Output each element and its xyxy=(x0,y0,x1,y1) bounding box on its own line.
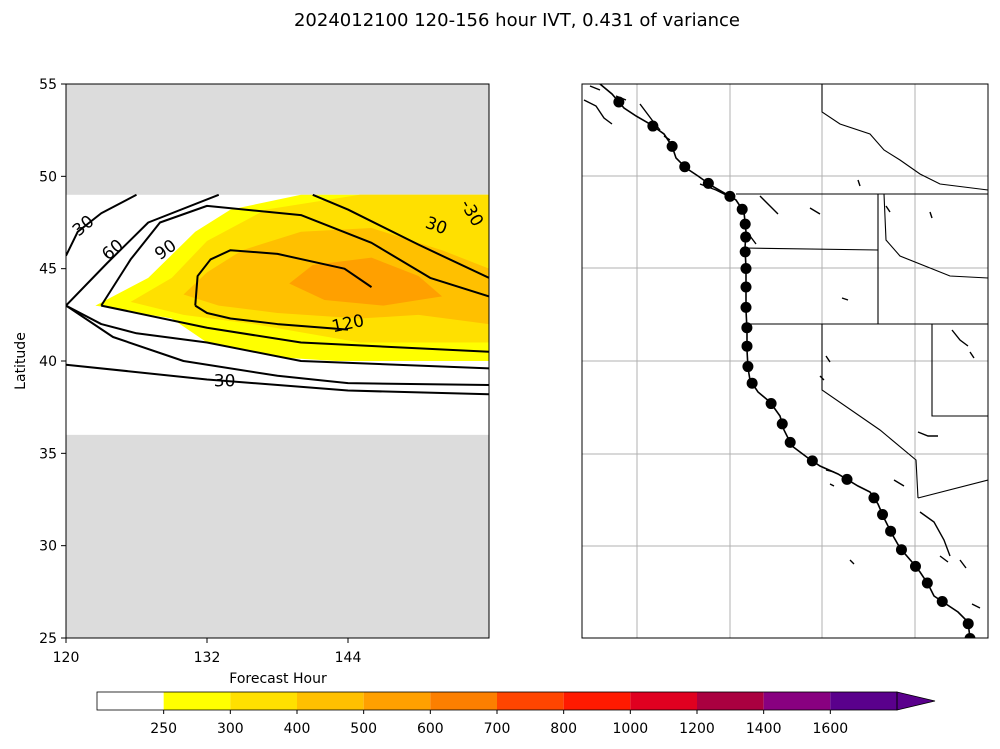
x-axis-label: Forecast Hour xyxy=(229,671,327,687)
station-marker xyxy=(666,140,678,152)
colorbar: 250 300 400 500 600 700 800 1000 1200 1400 1600 xyxy=(96,691,936,737)
colorbar-tick-label: 700 xyxy=(484,721,511,737)
station-marker xyxy=(679,161,691,173)
filled-contours xyxy=(95,194,489,361)
colorbar-tick-label: 600 xyxy=(417,721,444,737)
y-tick-label: 30 xyxy=(39,539,57,555)
contour-line-90-0 xyxy=(100,204,489,307)
colorbar-segment xyxy=(563,692,631,710)
missing-data-region-top xyxy=(66,84,489,195)
colorbar-segment xyxy=(163,692,231,710)
y-axis-label: Latitude xyxy=(13,332,29,390)
colorbar-segment xyxy=(763,692,831,710)
station-marker xyxy=(765,398,777,410)
y-tick-label: 45 xyxy=(39,262,57,278)
station-marker xyxy=(740,281,752,293)
station-marker xyxy=(724,190,736,202)
station-marker xyxy=(885,525,897,537)
contour-label: 30 xyxy=(214,371,236,391)
colorbar-segment xyxy=(830,692,897,710)
contour-line-60-0 xyxy=(66,193,220,307)
station-marker xyxy=(736,203,748,215)
colorbar-segment xyxy=(430,692,497,710)
colorbar-tick-label: 250 xyxy=(150,721,177,737)
station-marker xyxy=(739,218,751,230)
station-marker xyxy=(841,473,853,485)
x-tick-label: 132 xyxy=(194,650,221,666)
colorbar-ticks: 250 300 400 500 600 700 800 1000 1200 1400 1600 xyxy=(150,710,848,737)
colorbar-tick-label: 1600 xyxy=(813,721,849,737)
x-tick-label: 144 xyxy=(335,650,362,666)
contour-line-90-1 xyxy=(101,304,489,353)
colorbar-extend-arrow xyxy=(896,691,936,711)
colorbar-segment xyxy=(697,692,764,710)
contour-lines xyxy=(66,193,489,396)
colorbar-segments xyxy=(97,692,897,710)
y-axis-ticks: 25 30 35 40 45 50 55 xyxy=(39,77,66,647)
station-marker xyxy=(741,322,753,334)
station-marker xyxy=(740,301,752,313)
station-marker xyxy=(921,577,933,589)
station-marker xyxy=(742,361,754,373)
colorbar-tick-label: 300 xyxy=(217,721,244,737)
colorbar-segment xyxy=(630,692,697,710)
station-marker xyxy=(936,596,948,607)
station-marker xyxy=(964,633,976,638)
filled-level-500 xyxy=(289,257,442,306)
x-axis-ticks: 120 132 144 xyxy=(53,638,362,666)
colorbar-segment xyxy=(297,692,364,710)
missing-data-region-bottom xyxy=(66,434,489,638)
station-marker xyxy=(909,560,921,572)
y-tick-label: 25 xyxy=(39,631,57,647)
station-marker xyxy=(613,96,625,108)
colorbar-segment xyxy=(497,692,564,710)
colorbar-tick-label: 800 xyxy=(550,721,577,737)
y-tick-label: 50 xyxy=(39,169,57,185)
station-marker xyxy=(806,455,818,467)
contour-line-30-2 xyxy=(66,363,489,396)
station-marker xyxy=(962,618,974,630)
colorbar-segment xyxy=(363,692,431,710)
contour-line-120-0 xyxy=(194,249,373,306)
station-marker xyxy=(868,492,880,504)
station-marker xyxy=(740,263,752,274)
state-borders xyxy=(736,84,988,499)
contour-line-30-1 xyxy=(66,304,489,387)
station-marker xyxy=(741,340,753,352)
contour-line-60-1 xyxy=(66,304,489,370)
station-marker xyxy=(740,231,752,243)
coastline-islands xyxy=(583,85,981,609)
station-marker xyxy=(784,436,796,448)
station-marker xyxy=(895,544,907,556)
station-markers xyxy=(613,96,976,638)
x-tick-label: 120 xyxy=(53,650,80,666)
station-marker xyxy=(702,177,714,189)
station-marker xyxy=(776,418,788,430)
colorbar-tick-label: 400 xyxy=(284,721,311,737)
colorbar-tick-label: 1000 xyxy=(613,721,649,737)
station-marker xyxy=(739,246,751,258)
colorbar-segment xyxy=(97,692,164,710)
contour-line-120-1 xyxy=(194,304,349,331)
y-tick-label: 35 xyxy=(39,446,57,462)
colorbar-tick-label: 500 xyxy=(350,721,377,737)
y-tick-label: 40 xyxy=(39,354,57,370)
station-marker xyxy=(647,120,659,132)
colorbar-tick-label: 1200 xyxy=(679,721,715,737)
map-panel xyxy=(581,83,989,639)
contour-line-30-0 xyxy=(66,193,137,257)
y-tick-label: 55 xyxy=(39,77,57,93)
colorbar-segment xyxy=(230,692,297,710)
colorbar-tick-label: 1400 xyxy=(746,721,782,737)
station-marker xyxy=(877,509,889,521)
map-panel-frame xyxy=(581,83,989,639)
contour-line-30-3 xyxy=(312,193,489,279)
figure-title: 2024012100 120-156 hour IVT, 0.431 of va… xyxy=(294,10,740,31)
station-marker xyxy=(746,377,758,389)
